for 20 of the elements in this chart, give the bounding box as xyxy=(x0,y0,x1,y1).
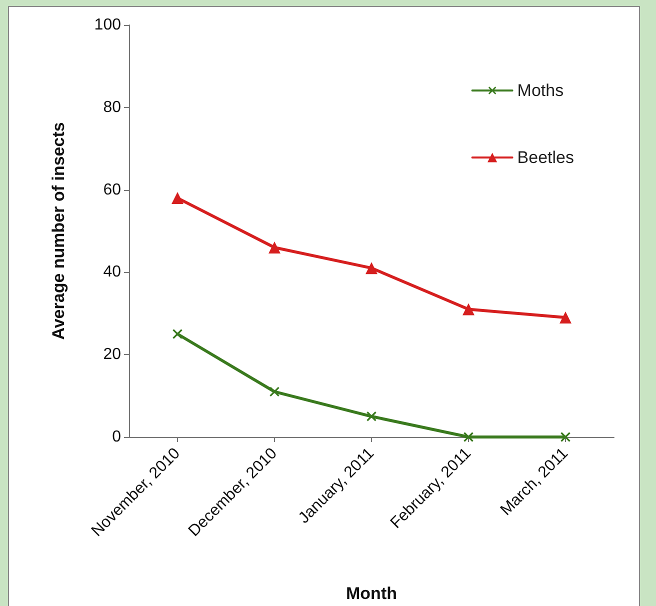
point xyxy=(560,432,570,442)
y-tick-label: 100 xyxy=(94,16,122,34)
point xyxy=(172,329,182,339)
y-tick-label: 0 xyxy=(112,428,122,446)
x-axis-title: Month xyxy=(346,584,397,603)
legend-label: Moths xyxy=(517,81,564,100)
y-tick-label: 20 xyxy=(103,346,122,364)
point xyxy=(464,432,474,442)
point xyxy=(366,412,376,422)
point xyxy=(462,303,474,316)
point xyxy=(172,192,184,204)
y-axis-title: Average number of insects xyxy=(49,122,68,340)
point xyxy=(270,386,280,397)
y-tick-label: 60 xyxy=(103,181,122,198)
point xyxy=(560,312,572,324)
y-tick-label: 40 xyxy=(103,264,122,281)
y-tick-label: 80 xyxy=(103,98,122,116)
point xyxy=(268,241,280,254)
point xyxy=(366,262,378,274)
legend-label: Beetles xyxy=(517,148,574,167)
